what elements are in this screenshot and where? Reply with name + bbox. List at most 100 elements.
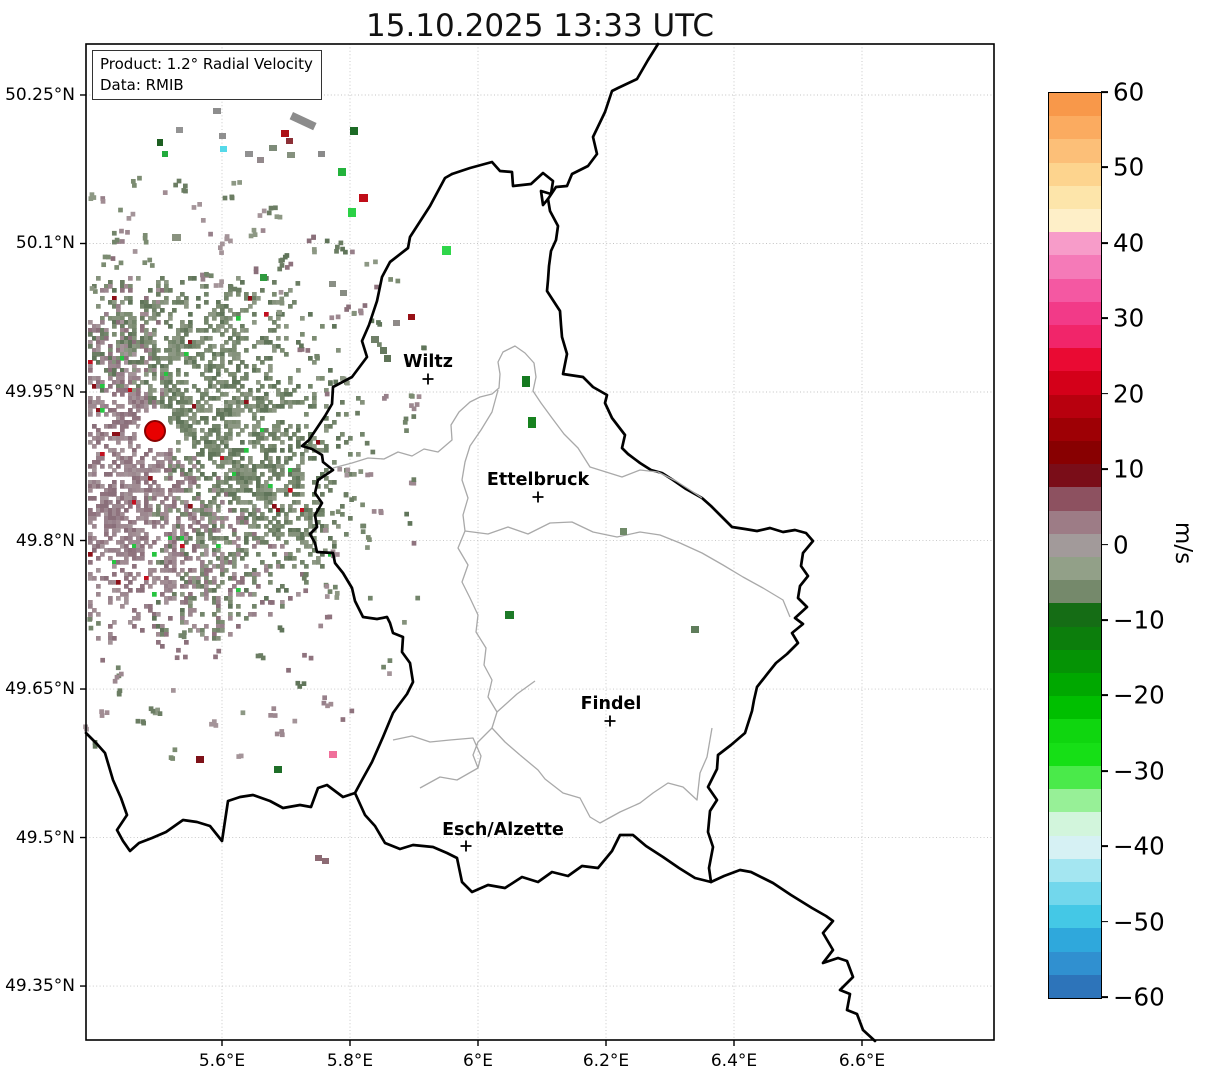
echo-pixel: [252, 364, 257, 369]
echo-pixel: [212, 356, 217, 361]
echo-pixel: [224, 436, 229, 441]
echo-pixel: [176, 368, 181, 373]
echo-pixel: [276, 464, 281, 469]
echo-pixel: [335, 244, 340, 250]
echo-pixel: [411, 414, 417, 419]
echo-pixel: [156, 464, 161, 469]
echo-pixel: [136, 276, 141, 281]
echo-pixel: [216, 620, 221, 625]
echo-pixel: [244, 364, 249, 369]
echo-pixel: [112, 400, 117, 405]
echo-pixel: [228, 612, 233, 617]
echo-pixel: [168, 356, 173, 361]
echo-pixel: [228, 488, 233, 493]
echo-pixel: [160, 488, 165, 493]
echo-pixel: [164, 300, 169, 305]
echo-pixel: [162, 190, 168, 195]
district-line: [519, 727, 713, 824]
echo-pixel: [116, 524, 121, 529]
echo-pixel: [116, 504, 121, 509]
echo-dot: [289, 112, 317, 131]
echo-pixel: [200, 536, 205, 541]
echo-pixel: [144, 380, 149, 385]
echo-pixel: [248, 592, 253, 597]
echo-pixel: [292, 532, 297, 537]
echo-pixel: [176, 380, 181, 385]
echo-pixel: [248, 524, 253, 529]
echo-pixel: [274, 214, 280, 220]
echo-pixel: [196, 304, 201, 309]
echo-pixel: [192, 480, 197, 485]
echo-pixel: [148, 316, 153, 321]
echo-pixel: [136, 392, 141, 397]
echo-pixel: [404, 428, 409, 433]
echo-pixel: [268, 580, 273, 585]
echo-pixel: [279, 300, 285, 306]
echo-pixel: [268, 488, 273, 493]
echo-pixel: [180, 592, 185, 597]
echo-pixel: [168, 316, 173, 321]
echo-pixel: [136, 532, 141, 537]
echo-pixel: [264, 524, 269, 529]
echo-pixel: [128, 408, 133, 413]
echo-pixel: [108, 300, 113, 305]
echo-pixel: [260, 516, 265, 521]
echo-pixel: [118, 260, 124, 266]
echo-pixel: [240, 516, 245, 521]
echo-pixel: [176, 388, 181, 393]
echo-pixel: [188, 608, 193, 613]
echo-pixel: [232, 376, 237, 381]
echo-pixel: [120, 388, 125, 393]
echo-pixel: [248, 480, 253, 485]
echo-pixel: [216, 312, 221, 317]
echo-pixel: [216, 412, 221, 417]
echo-pixel: [92, 512, 97, 517]
echo-pixel: [120, 356, 125, 361]
echo-pixel: [228, 316, 233, 321]
echo-pixel: [136, 384, 141, 389]
echo-pixel: [272, 344, 277, 349]
echo-pixel: [212, 500, 217, 505]
echo-pixel: [232, 492, 237, 497]
echo-pixel: [344, 472, 350, 478]
echo-pixel: [224, 480, 229, 485]
echo-pixel: [116, 464, 121, 469]
echo-pixel: [184, 472, 189, 477]
echo-pixel: [264, 464, 269, 469]
echo-pixel: [132, 624, 137, 629]
echo-pixel: [164, 520, 169, 525]
echo-pixel: [128, 580, 133, 585]
echo-pixel: [236, 432, 241, 437]
echo-pixel: [168, 404, 173, 409]
echo-pixel: [136, 540, 141, 545]
echo-pixel: [312, 400, 317, 405]
echo-pixel: [306, 238, 312, 244]
echo-pixel: [324, 424, 329, 429]
echo-pixel: [220, 552, 225, 557]
echo-pixel: [248, 460, 253, 465]
echo-pixel: [280, 584, 285, 589]
echo-pixel: [128, 324, 133, 329]
echo-pixel: [124, 424, 129, 429]
echo-pixel: [100, 384, 105, 389]
echo-pixel: [213, 654, 218, 660]
echo-pixel: [216, 508, 221, 513]
echo-pixel: [220, 524, 225, 529]
echo-pixel: [300, 532, 305, 537]
echo-pixel: [272, 300, 277, 305]
echo-pixel: [280, 488, 285, 493]
echo-pixel: [332, 584, 338, 590]
echo-pixel: [196, 328, 201, 333]
colorbar-tick-label: 30: [1113, 303, 1145, 333]
echo-pixel: [277, 309, 283, 315]
echo-pixel: [200, 352, 205, 357]
echo-pixel: [292, 472, 297, 477]
echo-pixel: [224, 316, 229, 321]
echo-pixel: [92, 336, 97, 341]
echo-pixel: [132, 544, 137, 549]
echo-pixel: [232, 564, 237, 569]
echo-pixel: [261, 208, 267, 214]
echo-pixel: [204, 284, 209, 289]
echo-pixel: [212, 416, 217, 421]
echo-pixel: [88, 332, 93, 337]
